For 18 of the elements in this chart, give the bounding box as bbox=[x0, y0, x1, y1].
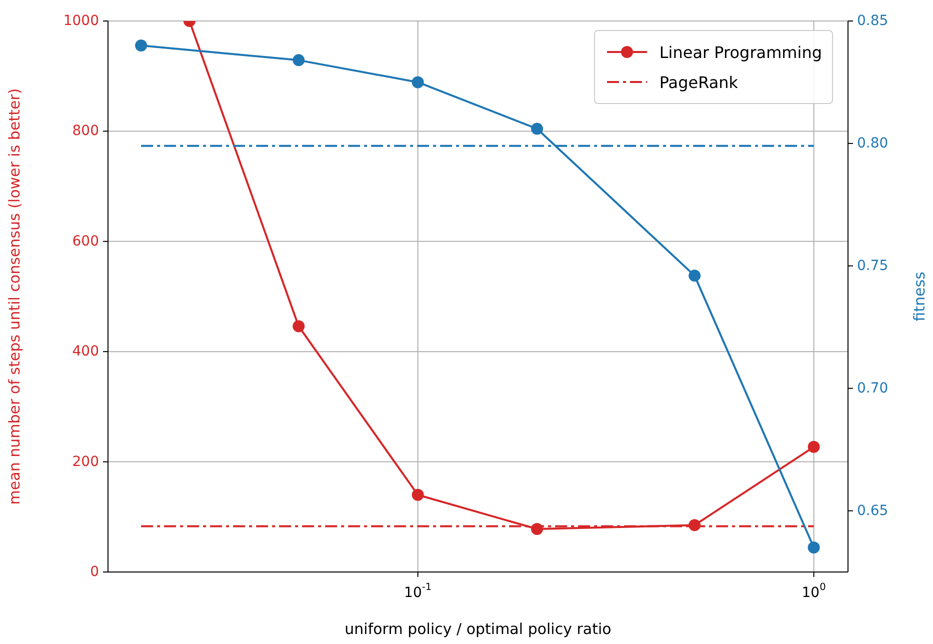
x-axis-title: uniform policy / optimal policy ratio bbox=[344, 620, 612, 638]
x-tick-label: 10$^{-1}$ bbox=[404, 582, 432, 601]
y-tick-label: 400 bbox=[72, 344, 99, 360]
y-axis-title: mean number of steps until consensus (lower is better) bbox=[5, 88, 24, 505]
y2-tick-label: 0.85 bbox=[857, 13, 888, 29]
y2-tick-label: 0.70 bbox=[857, 380, 888, 396]
x-tick-label: 10$^{0}$ bbox=[802, 582, 826, 601]
y2-tick-label: 0.75 bbox=[857, 258, 888, 274]
legend-label: PageRank bbox=[659, 72, 738, 92]
legend-label: Linear Programming bbox=[659, 42, 822, 62]
y-tick-label: 0 bbox=[90, 564, 99, 580]
y2-tick-label: 0.80 bbox=[857, 135, 888, 152]
y-tick-label: 600 bbox=[72, 233, 99, 250]
y-tick-label: 800 bbox=[72, 123, 99, 140]
y2-tick-label: 0.65 bbox=[857, 502, 888, 519]
y2-axis-title: fitness bbox=[910, 271, 928, 322]
y-tick-label: 200 bbox=[72, 454, 99, 470]
y-tick-label: 1000 bbox=[63, 13, 99, 29]
